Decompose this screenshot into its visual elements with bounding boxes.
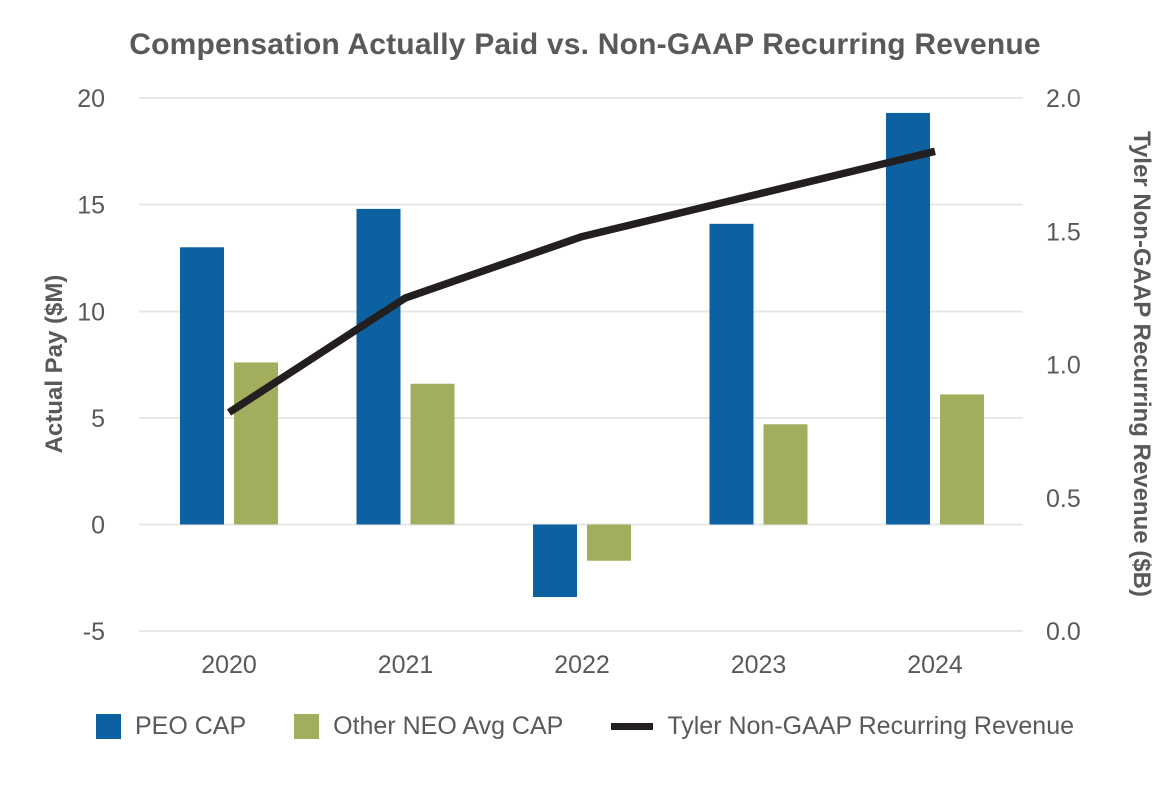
bar-neo-avg-cap-2023 xyxy=(763,424,808,525)
legend-label-revenue-line: Tyler Non-GAAP Recurring Revenue xyxy=(667,712,1075,740)
x-axis-ticks: 2020 2021 2022 2023 2024 xyxy=(201,651,963,679)
legend-label-peo-cap: PEO CAP xyxy=(134,712,247,740)
bar-peo-cap-2023 xyxy=(709,223,754,525)
revenue-line xyxy=(226,147,936,416)
right-tick-label: 0.5 xyxy=(1046,485,1081,513)
x-tick-label-2023: 2023 xyxy=(731,651,787,679)
x-tick-label-2024: 2024 xyxy=(907,651,963,679)
legend: PEO CAP Other NEO Avg CAP Tyler Non-GAAP… xyxy=(0,712,1170,741)
peo-cap-swatch-icon xyxy=(95,714,121,739)
x-tick-label-2020: 2020 xyxy=(201,651,257,679)
left-tick-label: 10 xyxy=(77,298,105,326)
legend-item-other-neo-avg-cap: Other NEO Avg CAP xyxy=(294,712,563,741)
bar-series xyxy=(180,112,984,598)
bar-neo-avg-cap-2024 xyxy=(940,394,984,525)
x-tick-label-2022: 2022 xyxy=(554,651,610,679)
legend-label-other-neo-avg-cap: Other NEO Avg CAP xyxy=(333,712,564,740)
revenue-line-swatch-icon xyxy=(611,723,654,730)
line-series xyxy=(226,147,936,416)
x-tick-label-2021: 2021 xyxy=(378,651,434,679)
bar-peo-cap-2021 xyxy=(356,208,401,525)
bar-neo-avg-cap-2022 xyxy=(587,524,631,561)
left-axis-title: Actual Pay ($M) xyxy=(41,274,68,454)
right-tick-label: 2.0 xyxy=(1046,85,1081,113)
left-tick-label: 15 xyxy=(77,192,105,220)
left-tick-label: -5 xyxy=(83,618,105,646)
right-tick-label: 0.0 xyxy=(1046,618,1081,646)
legend-item-peo-cap: PEO CAP xyxy=(95,712,247,741)
right-tick-label: 1.5 xyxy=(1046,218,1081,246)
other-neo-avg-cap-swatch-icon xyxy=(294,714,320,739)
bar-peo-cap-2020 xyxy=(180,247,224,525)
right-axis-ticks: 2.0 1.5 1.0 0.5 0.0 xyxy=(1046,85,1081,646)
bar-peo-cap-2022 xyxy=(533,524,577,598)
left-tick-label: 0 xyxy=(91,512,105,540)
bar-peo-cap-2024 xyxy=(886,112,930,525)
gridlines xyxy=(139,97,1023,633)
left-axis-ticks: 20 15 10 5 0 -5 xyxy=(77,85,105,646)
bar-neo-avg-cap-2021 xyxy=(410,383,455,525)
right-tick-label: 1.0 xyxy=(1046,352,1081,380)
chart-title: Compensation Actually Paid vs. Non-GAAP … xyxy=(129,28,1041,61)
legend-item-revenue-line: Tyler Non-GAAP Recurring Revenue xyxy=(611,712,1074,741)
right-axis-title: Tyler Non-GAAP Recurring Revenue ($B) xyxy=(1128,131,1155,597)
left-tick-label: 5 xyxy=(91,405,105,433)
left-tick-label: 20 xyxy=(77,85,105,113)
